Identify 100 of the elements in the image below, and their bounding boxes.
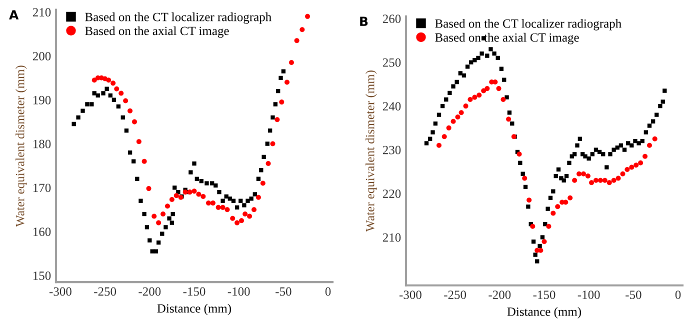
chart-title: B <box>360 16 368 26</box>
legend-label: Based on the CT localizer radiograph <box>85 12 272 24</box>
point <box>210 200 216 206</box>
point <box>142 158 147 164</box>
y-tick-label: 170 <box>33 184 51 192</box>
y-axis-title: Water equivalent dismeter (mm) <box>365 70 377 232</box>
point <box>550 210 556 216</box>
point <box>555 204 560 210</box>
x-tick-label: 0 <box>675 290 681 300</box>
point <box>242 212 248 217</box>
point <box>220 204 226 210</box>
point <box>481 88 486 94</box>
point <box>128 108 133 114</box>
point <box>294 38 300 44</box>
x-tick-label: -150 <box>533 290 556 300</box>
y-axis-title: Water equivalent dismeter (mm) <box>15 66 27 227</box>
y-tick-label: 250 <box>382 58 401 67</box>
point <box>484 86 490 92</box>
point <box>538 248 544 253</box>
x-axis-title: Distance (mm) <box>507 307 582 318</box>
point <box>602 178 608 183</box>
x-tick-label: 0 <box>325 287 331 296</box>
point <box>288 60 294 66</box>
point <box>458 110 464 116</box>
point <box>506 116 512 122</box>
point <box>530 224 536 229</box>
point <box>598 178 603 183</box>
y-tick-label: 190 <box>33 96 51 104</box>
y-tick-label: 210 <box>382 233 401 242</box>
point <box>476 92 482 98</box>
point <box>450 118 456 124</box>
point <box>118 90 124 96</box>
point <box>224 207 230 212</box>
y-tick-label: 230 <box>382 146 401 154</box>
point <box>516 152 522 157</box>
point <box>146 186 152 192</box>
point <box>92 78 97 83</box>
point <box>463 104 468 109</box>
y-tick-label: 210 <box>32 8 51 16</box>
point <box>436 142 442 148</box>
point <box>216 204 221 210</box>
y-tick-label: 160 <box>33 228 51 236</box>
point <box>455 114 460 120</box>
point <box>442 134 447 140</box>
point <box>472 94 478 100</box>
point <box>270 141 276 146</box>
y-tick-label: 200 <box>32 52 51 60</box>
point <box>110 80 116 86</box>
point <box>492 79 498 85</box>
point <box>526 198 532 203</box>
point <box>169 197 174 202</box>
x-tick-label: -50 <box>626 290 642 300</box>
x-axis-title: Distance (mm) <box>157 304 232 316</box>
point <box>247 214 252 219</box>
y-tick-label: 220 <box>382 190 401 198</box>
point <box>200 194 206 199</box>
point <box>106 78 112 83</box>
point <box>611 178 616 183</box>
point <box>593 178 598 183</box>
x-tick-label: -300 <box>49 287 72 296</box>
y-tick-label: 150 <box>33 272 51 280</box>
point <box>576 171 582 176</box>
point <box>260 180 266 186</box>
point <box>568 195 573 200</box>
point <box>230 216 236 221</box>
point <box>563 200 568 205</box>
point <box>123 98 128 104</box>
y-tick-label: 240 <box>382 102 401 111</box>
point <box>156 220 162 226</box>
point <box>234 220 240 226</box>
point <box>252 207 257 212</box>
point <box>542 239 547 244</box>
y-tick-label: 260 <box>382 14 401 24</box>
point <box>652 136 658 142</box>
point <box>606 180 612 186</box>
point <box>182 190 188 195</box>
x-tick-label: -150 <box>183 287 206 296</box>
point <box>624 166 630 172</box>
point <box>300 27 305 32</box>
legend-label: Based on the CT localizer radiograph <box>435 18 622 30</box>
point <box>114 86 120 92</box>
legend-label: Based on the axial CT image <box>85 26 229 38</box>
x-tick-label: -100 <box>578 290 600 300</box>
x-tick-label: -200 <box>488 290 511 300</box>
point <box>152 214 157 219</box>
point <box>284 80 290 85</box>
point <box>164 204 170 209</box>
point <box>572 178 578 183</box>
point <box>629 164 634 170</box>
chart-title: A <box>9 10 19 20</box>
point <box>580 171 586 176</box>
x-tick-label: -250 <box>94 287 116 296</box>
point <box>446 125 452 130</box>
x-tick-label: -300 <box>399 290 422 300</box>
point <box>634 162 639 168</box>
legend-label: Based on the axial CT image <box>435 32 579 44</box>
point <box>500 96 506 102</box>
point <box>620 171 626 176</box>
point <box>585 174 590 179</box>
point <box>468 96 473 102</box>
